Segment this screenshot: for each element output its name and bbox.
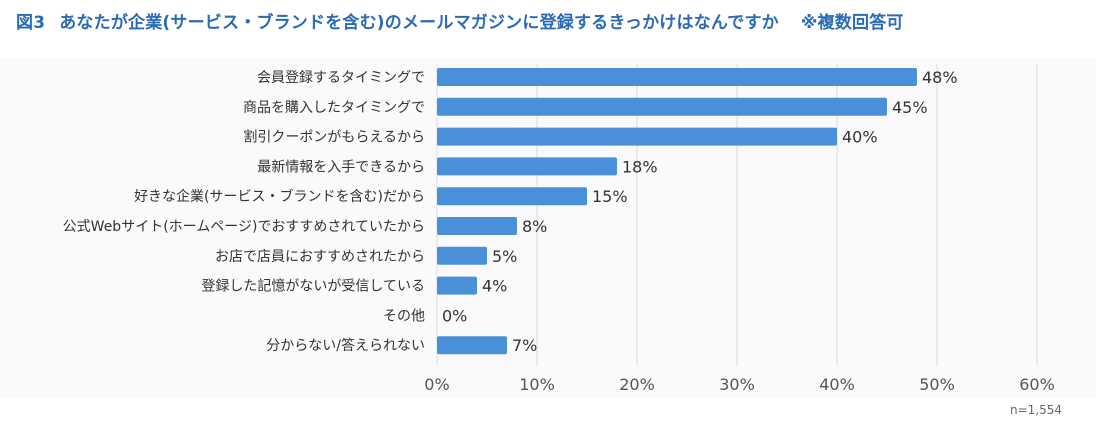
- category-label: お店で店員におすすめされたから: [215, 249, 425, 265]
- value-label: 40%: [842, 128, 878, 147]
- value-label: 7%: [512, 336, 537, 355]
- bars: [437, 68, 917, 355]
- bar: [437, 68, 917, 86]
- bar: [437, 97, 887, 116]
- question-text: あなたが企業(サービス・ブランドを含む)のメールマガジンに登録するきっかけはなん…: [59, 13, 779, 33]
- x-tick-label: 40%: [819, 375, 855, 394]
- category-label: 商品を購入したタイミングで: [243, 100, 425, 116]
- x-tick-label: 60%: [1019, 375, 1055, 394]
- x-tick-label: 10%: [519, 375, 555, 394]
- value-label: 4%: [482, 277, 507, 296]
- x-tick-label: 30%: [719, 375, 755, 394]
- bar: [437, 276, 477, 295]
- value-labels: 48% 45% 40% 18% 15% 8% 5% 4% 0% 7%: [442, 68, 958, 355]
- category-label: 分からない/答えられない: [266, 337, 425, 354]
- value-label: 48%: [922, 68, 958, 87]
- value-label: 45%: [892, 98, 928, 117]
- bar: [437, 217, 517, 235]
- bar: [437, 187, 587, 206]
- value-label: 18%: [622, 157, 658, 176]
- sample-size-label: n=1,554: [1009, 403, 1062, 417]
- bar: [437, 246, 487, 265]
- bar: [437, 157, 617, 176]
- x-tick-label: 0%: [424, 375, 449, 394]
- category-label: 最新情報を入手できるから: [257, 159, 425, 175]
- value-label: 5%: [492, 247, 517, 266]
- bar: [437, 127, 837, 146]
- category-label: 登録した記憶がないが受信している: [201, 278, 425, 295]
- bar: [437, 336, 507, 355]
- chart-title: 図3 あなたが企業(サービス・ブランドを含む)のメールマガジンに登録するきっかけは…: [16, 8, 904, 33]
- value-label: 15%: [592, 187, 628, 206]
- figure-number: 図3: [16, 13, 46, 33]
- x-tick-label: 20%: [619, 375, 655, 394]
- x-tick-label: 50%: [919, 375, 955, 394]
- category-labels: 会員登録するタイミングで商品を購入したタイミングで割引クーポンがもらえるから最新…: [63, 70, 425, 354]
- category-label: 会員登録するタイミングで: [257, 70, 425, 86]
- value-label: 0%: [442, 306, 467, 325]
- multiple-answer-note: ※複数回答可: [800, 13, 904, 33]
- category-label: 公式Webサイト(ホームページ)でおすすめされていたから: [63, 219, 425, 235]
- category-label: その他: [383, 308, 425, 324]
- x-axis-tick-labels: 0% 10% 20% 30% 40% 50% 60%: [424, 375, 1054, 394]
- category-label: 好きな企業(サービス・ブランドを含む)だから: [134, 188, 425, 205]
- value-label: 8%: [522, 217, 547, 236]
- category-label: 割引クーポンがもらえるから: [243, 129, 425, 146]
